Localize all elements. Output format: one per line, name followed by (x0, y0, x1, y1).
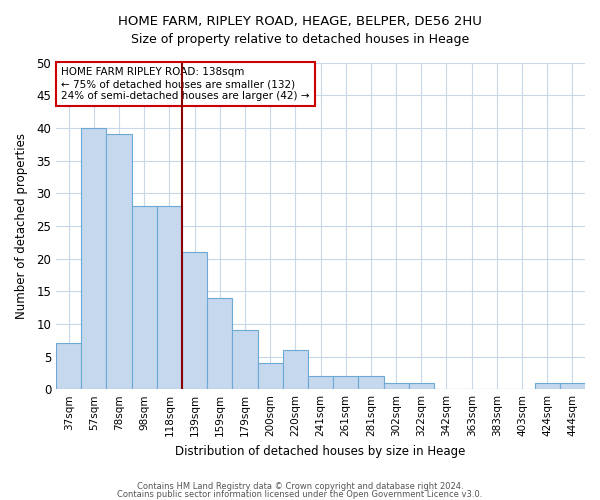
Bar (535, 382, 560, 389)
Bar (383, 382, 409, 389)
Bar (308, 376, 333, 389)
Bar (257, 363, 283, 389)
Bar (106, 134, 131, 389)
Text: Contains HM Land Registry data © Crown copyright and database right 2024.: Contains HM Land Registry data © Crown c… (137, 482, 463, 491)
Bar (207, 298, 232, 389)
Bar (131, 206, 157, 389)
Text: HOME FARM RIPLEY ROAD: 138sqm
← 75% of detached houses are smaller (132)
24% of : HOME FARM RIPLEY ROAD: 138sqm ← 75% of d… (61, 68, 310, 100)
Bar (283, 350, 308, 389)
Bar (560, 382, 585, 389)
Bar (157, 206, 182, 389)
Bar (333, 376, 358, 389)
Bar (232, 330, 257, 389)
X-axis label: Distribution of detached houses by size in Heage: Distribution of detached houses by size … (175, 444, 466, 458)
Bar (81, 128, 106, 389)
Bar (182, 252, 207, 389)
Text: HOME FARM, RIPLEY ROAD, HEAGE, BELPER, DE56 2HU: HOME FARM, RIPLEY ROAD, HEAGE, BELPER, D… (118, 15, 482, 28)
Y-axis label: Number of detached properties: Number of detached properties (15, 133, 28, 319)
Text: Size of property relative to detached houses in Heage: Size of property relative to detached ho… (131, 32, 469, 46)
Bar (358, 376, 383, 389)
Text: Contains public sector information licensed under the Open Government Licence v3: Contains public sector information licen… (118, 490, 482, 499)
Bar (409, 382, 434, 389)
Bar (56, 344, 81, 389)
